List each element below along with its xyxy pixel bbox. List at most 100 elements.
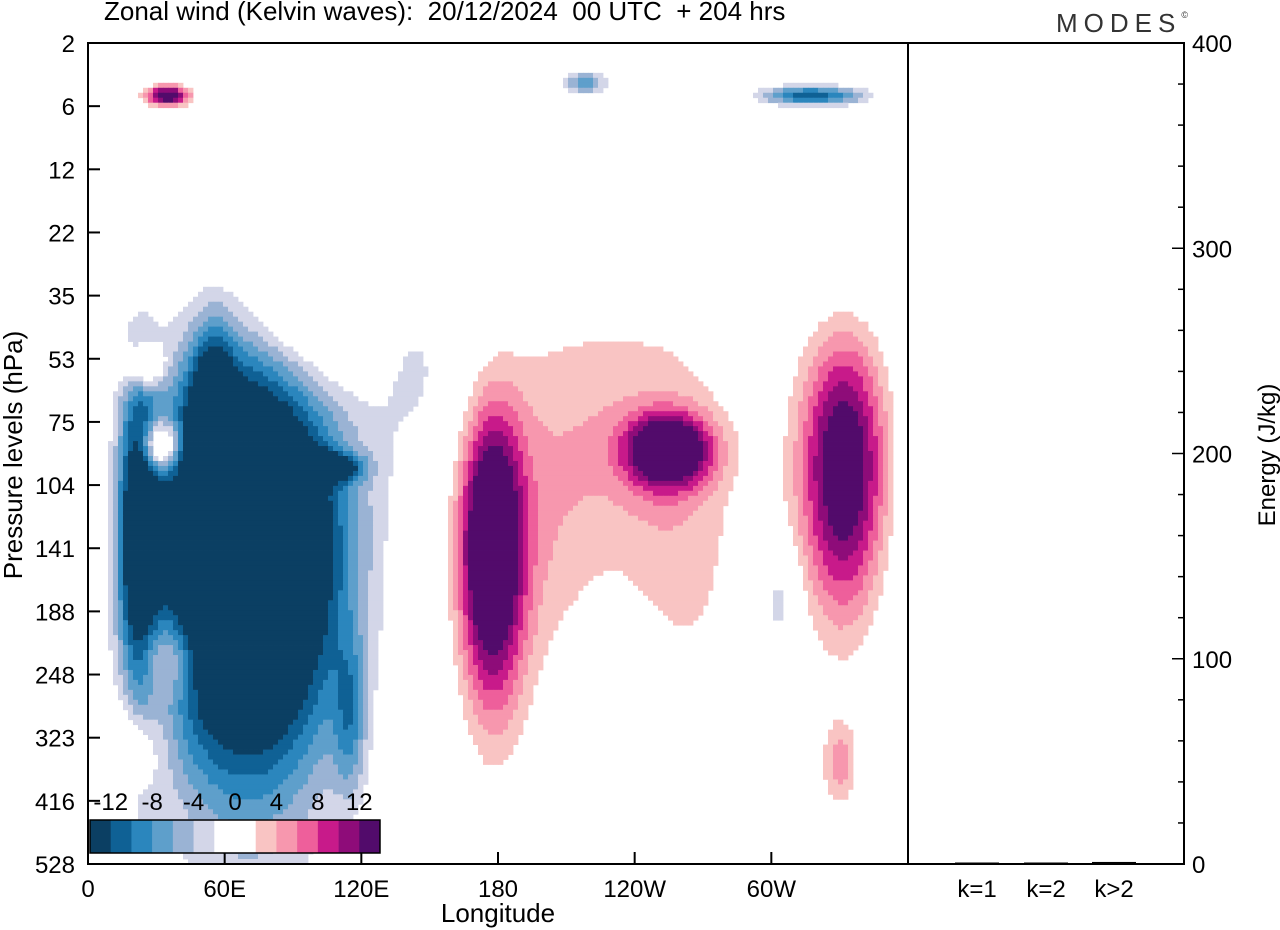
heatmap-cell [683,391,689,397]
heatmap-cell [188,92,194,99]
heatmap-cell [128,480,134,487]
heatmap-cell [208,421,214,427]
heatmap-cell [678,366,684,372]
heatmap-cell [868,336,874,342]
heatmap-cell [193,465,199,472]
heatmap-cell [718,406,724,412]
heatmap-cell [133,406,139,412]
heatmap-cell [328,515,334,522]
heatmap-cell [173,401,179,407]
heatmap-cell [803,351,809,357]
heatmap-cell [613,351,619,357]
heatmap-cell [113,446,119,452]
heatmap-cell [578,451,584,457]
heatmap-cell [353,401,359,407]
heatmap-cell [508,465,514,472]
heatmap-cell [188,421,194,427]
heatmap-cell [588,82,594,89]
heatmap-cell [538,505,544,512]
heatmap-cell [848,416,854,422]
heatmap-cell [298,366,304,372]
heatmap-cell [823,451,829,457]
heatmap-cell [133,401,139,407]
heatmap-cell [798,361,804,367]
heatmap-cell [193,336,199,342]
heatmap-cell [878,510,884,517]
heatmap-cell [248,381,254,387]
heatmap-cell [348,490,354,497]
heatmap-cell [678,465,684,472]
heatmap-cell [873,381,879,387]
heatmap-cell [113,510,119,517]
heatmap-cell [798,510,804,517]
heatmap-cell [563,351,569,357]
heatmap-cell [878,391,884,397]
heatmap-cell [548,416,554,422]
heatmap-cell [868,515,874,522]
heatmap-cell [568,446,574,452]
heatmap-cell [528,361,534,367]
heatmap-cell [258,371,264,377]
heatmap-cell [598,465,604,472]
heatmap-cell [473,490,479,497]
heatmap-cell [473,421,479,427]
heatmap-cell [818,490,824,497]
heatmap-cell [488,361,494,367]
heatmap-cell [373,470,379,477]
heatmap-cell [593,77,599,84]
heatmap-cell [798,465,804,472]
heatmap-cell [223,411,229,417]
heatmap-cell [273,341,279,347]
heatmap-cell [843,480,849,487]
heatmap-cell [303,500,309,507]
heatmap-cell [858,451,864,457]
heatmap-cell [208,331,214,337]
heatmap-cell [523,406,529,412]
heatmap-cell [573,386,579,392]
heatmap-cell [273,406,279,412]
heatmap-cell [833,401,839,407]
heatmap-cell [363,520,369,527]
heatmap-cell [148,451,154,457]
heatmap-cell [868,406,874,412]
heatmap-cell [158,411,164,417]
heatmap-cell [613,505,619,512]
heatmap-cell [208,291,214,298]
heatmap-cell [368,455,374,462]
heatmap-cell [593,441,599,447]
heatmap-cell [878,376,884,382]
heatmap-cell [293,371,299,377]
heatmap-cell [253,490,259,497]
heatmap-cell [318,401,324,407]
heatmap-cell [228,480,234,487]
heatmap-cell [583,505,589,512]
heatmap-cell [178,346,184,352]
heatmap-cell [883,376,889,382]
heatmap-cell [133,510,139,517]
heatmap-cell [253,381,259,387]
heatmap-cell [798,97,804,104]
heatmap-cell [348,495,354,502]
heatmap-cell [633,525,639,532]
heatmap-cell [608,421,614,427]
heatmap-cell [153,460,159,467]
heatmap-cell [158,515,164,522]
heatmap-cell [678,411,684,417]
heatmap-cell [828,460,834,467]
heatmap-cell [658,371,664,377]
heatmap-cell [718,446,724,452]
heatmap-cell [798,396,804,402]
heatmap-cell [553,470,559,477]
heatmap-cell [463,416,469,422]
heatmap-cell [148,87,154,94]
heatmap-cell [458,520,464,527]
heatmap-cell [633,520,639,527]
heatmap-cell [173,361,179,367]
heatmap-cell [633,396,639,402]
heatmap-cell [218,331,224,337]
heatmap-cell [573,436,579,442]
heatmap-cell [253,396,259,402]
heatmap-cell [883,495,889,502]
heatmap-cell [268,475,274,482]
heatmap-cell [518,386,524,392]
